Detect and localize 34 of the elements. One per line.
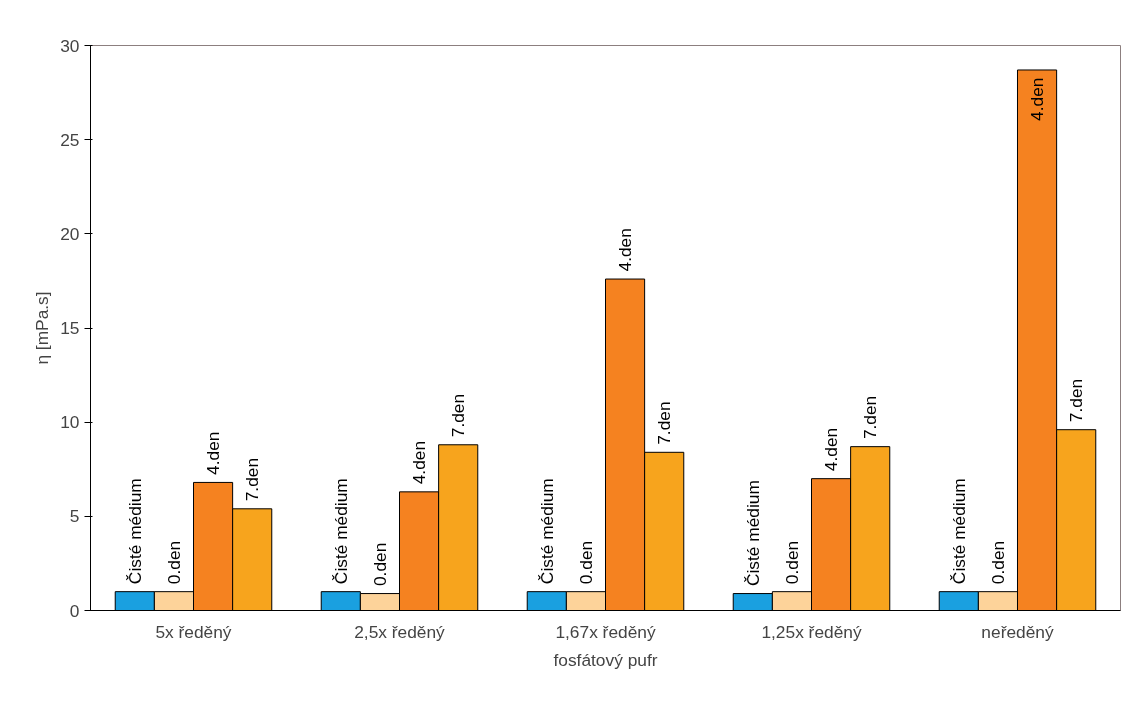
text: Čisté médium <box>948 478 969 585</box>
text: 0.den <box>781 540 802 585</box>
y-tick-label: 30 <box>60 35 80 56</box>
text: 7.den <box>1066 378 1087 423</box>
y-tick-label: 0 <box>69 600 80 621</box>
text: Čisté médium <box>330 478 351 585</box>
text: Čisté médium <box>536 478 557 585</box>
text: 7.den <box>654 401 675 445</box>
y-tick-label: 15 <box>60 318 80 338</box>
y-tick-label: 10 <box>60 412 80 433</box>
text: 4.den <box>203 431 224 475</box>
x-tick-label: 5x ředěný <box>155 621 232 642</box>
text: Čisté médium <box>124 478 145 585</box>
text: 0.den <box>369 542 390 587</box>
x-tick-label: 1,67x ředěný <box>555 621 656 642</box>
y-tick-label: 5 <box>69 506 80 527</box>
text: 0.den <box>987 540 1008 585</box>
text: 4.den <box>821 427 842 472</box>
x-tick-label: neředěný <box>981 621 1054 642</box>
text: 4.den <box>409 440 430 485</box>
y-tick-label: 20 <box>60 223 80 244</box>
text: 7.den <box>448 393 469 438</box>
text: Čisté médium <box>742 480 763 587</box>
text: 0.den <box>575 540 596 585</box>
text: 0.den <box>163 540 184 585</box>
text: 7.den <box>860 395 881 440</box>
x-tick-label: 1,25x ředěný <box>761 621 862 642</box>
y-tick-label: 25 <box>60 129 80 150</box>
y-axis-title: η [mPa.s] <box>32 291 53 365</box>
x-axis-title: fosfátový pufr <box>553 649 658 670</box>
text: 4.den <box>615 228 636 272</box>
text: 7.den <box>242 457 263 502</box>
series-label: 4.den <box>1027 77 1048 121</box>
x-tick-label: 2,5x ředěný <box>354 621 446 642</box>
